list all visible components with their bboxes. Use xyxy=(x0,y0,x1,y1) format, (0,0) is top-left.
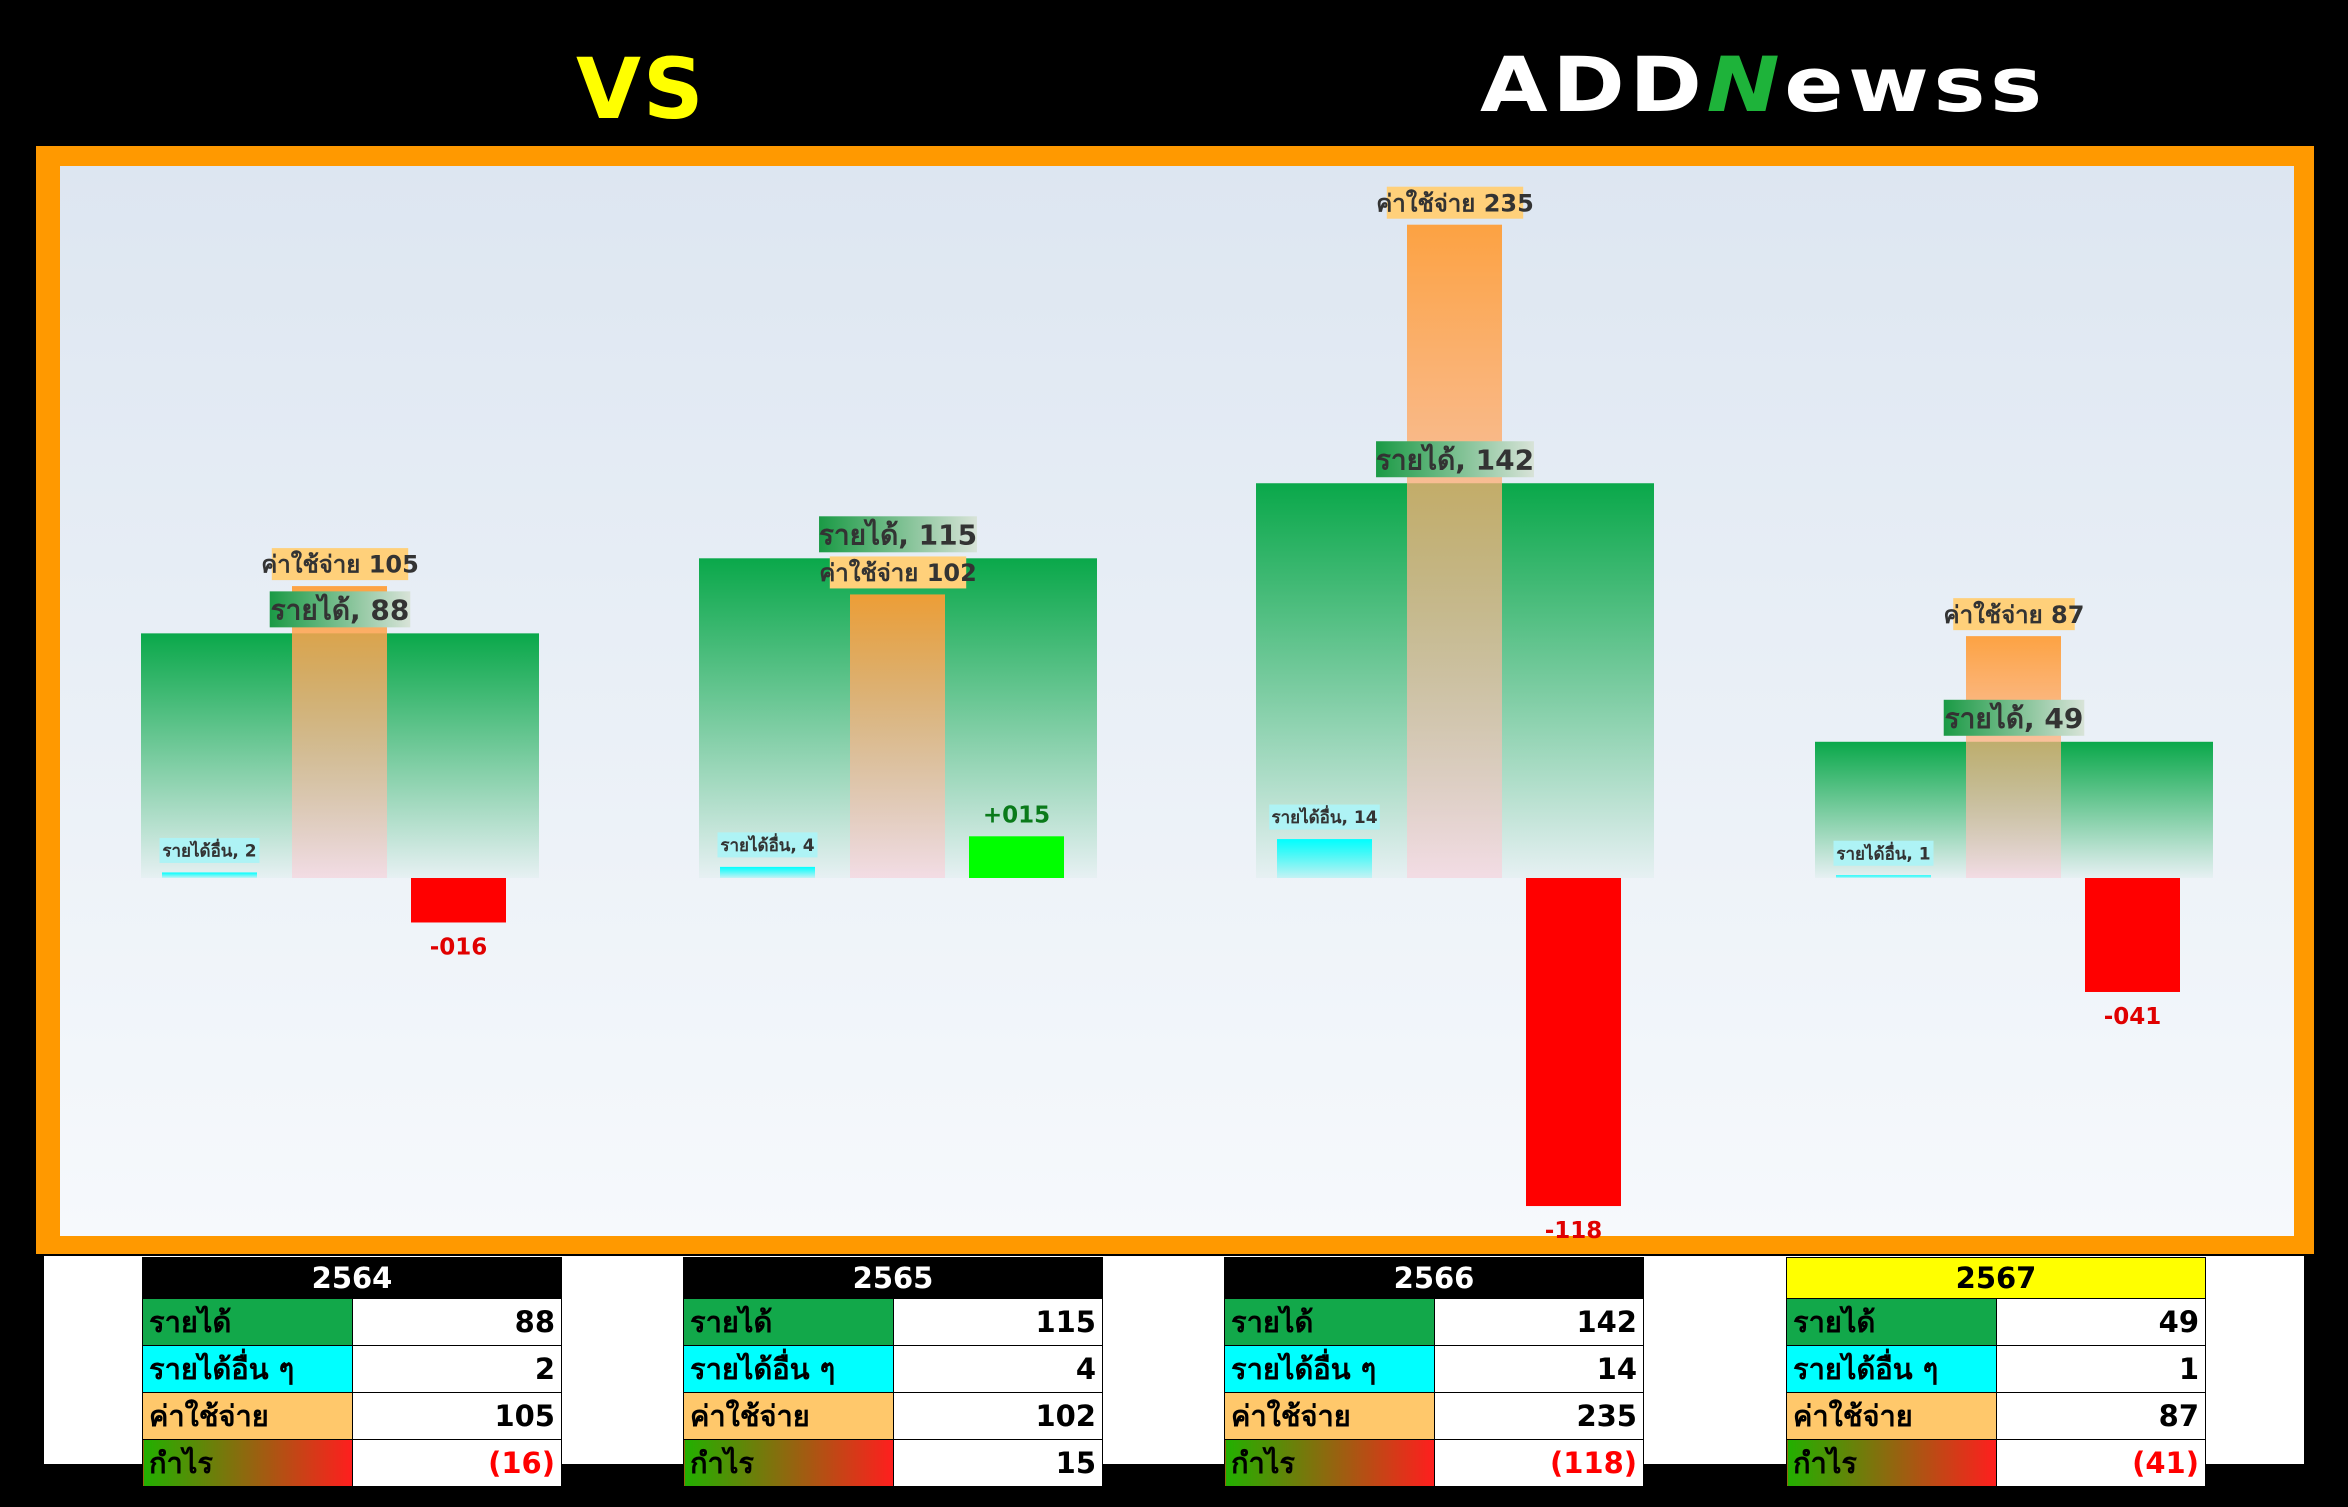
other-income-data-label: รายได้อื่น, 4 xyxy=(720,833,814,856)
expense-value: 235 xyxy=(1433,1392,1644,1440)
revenue-data-label: รายได้, 142 xyxy=(1376,443,1534,476)
revenue-data-label: รายได้, 49 xyxy=(1945,702,2084,735)
year-header: 2564 xyxy=(142,1257,562,1299)
expense-bar xyxy=(292,586,387,878)
other-income-bar xyxy=(720,866,815,878)
expense-data-label-bg xyxy=(271,548,409,581)
expense-data-label: ค่าใช้จ่าย 235 xyxy=(1376,188,1534,217)
profit-value: 15 xyxy=(892,1439,1103,1487)
expense-value: 105 xyxy=(351,1392,562,1440)
profit-value: (118) xyxy=(1433,1439,1644,1487)
revenue-data-label-bg xyxy=(1376,441,1534,478)
revenue-data-label-bg xyxy=(269,591,411,628)
year-table-2566: 2566 รายได้ 142 รายได้อื่น ๆ 14 ค่าใช้จ่าย… xyxy=(1224,1257,1644,1487)
expense-data-label: ค่าใช้จ่าย 87 xyxy=(1944,600,2085,629)
revenue-data-label-bg xyxy=(819,516,977,553)
other-income-value: 1 xyxy=(1995,1345,2206,1393)
profit-label: กำไร xyxy=(1786,1439,1997,1487)
revenue-label: รายได้ xyxy=(142,1298,353,1346)
expense-data-label: ค่าใช้จ่าย 105 xyxy=(261,550,419,579)
profit-data-label: -041 xyxy=(2104,1004,2162,1030)
profit-bar xyxy=(411,878,506,923)
profit-data-label: -118 xyxy=(1545,1218,1603,1244)
other-income-data-label-bg xyxy=(1833,840,1934,866)
revenue-value: 88 xyxy=(351,1298,562,1346)
other-income-label: รายได้อื่น ๆ xyxy=(142,1345,353,1393)
expense-label: ค่าใช้จ่าย xyxy=(683,1392,894,1440)
addnewss-logo: ADDNewss xyxy=(1480,40,2047,129)
profit-bar xyxy=(1526,878,1621,1207)
other-income-value: 2 xyxy=(351,1345,562,1393)
expense-value: 87 xyxy=(1995,1392,2206,1440)
revenue-label: รายได้ xyxy=(683,1298,894,1346)
revenue-value: 142 xyxy=(1433,1298,1644,1346)
revenue-data-label-bg xyxy=(1943,699,2085,736)
other-income-data-label-bg xyxy=(1269,804,1380,830)
expense-data-label-bg xyxy=(1386,186,1524,219)
other-income-data-label: รายได้อื่น, 14 xyxy=(1271,805,1377,828)
logo-text-ewss: ewss xyxy=(1784,40,2047,129)
other-income-data-label: รายได้อื่น, 2 xyxy=(162,839,256,862)
revenue-label: รายได้ xyxy=(1786,1298,1997,1346)
other-income-label: รายได้อื่น ๆ xyxy=(1224,1345,1435,1393)
year-header: 2566 xyxy=(1224,1257,1644,1299)
profit-value: (16) xyxy=(351,1439,562,1487)
expense-value: 102 xyxy=(892,1392,1103,1440)
profit-value: (41) xyxy=(1995,1439,2206,1487)
other-income-label: รายได้อื่น ๆ xyxy=(1786,1345,1997,1393)
year-header: 2567 xyxy=(1786,1257,2206,1299)
revenue-data-label: รายได้, 88 xyxy=(271,593,410,626)
profit-bar xyxy=(969,836,1064,878)
year-header: 2565 xyxy=(683,1257,1103,1299)
other-income-data-label: รายได้อื่น, 1 xyxy=(1836,841,1930,864)
expense-data-label-bg xyxy=(1953,598,2075,631)
revenue-label: รายได้ xyxy=(1224,1298,1435,1346)
logo-text-add: ADD xyxy=(1480,40,1707,129)
other-income-value: 4 xyxy=(892,1345,1103,1393)
other-income-bar xyxy=(1277,839,1372,878)
other-income-bar xyxy=(162,872,257,878)
expense-bar xyxy=(850,594,945,878)
expense-bar xyxy=(1966,636,2061,878)
expense-data-label: ค่าใช้จ่าย 102 xyxy=(819,558,977,587)
logo-text-n: N xyxy=(1706,40,1785,129)
profit-label: กำไร xyxy=(683,1439,894,1487)
profit-label: กำไร xyxy=(142,1439,353,1487)
expense-bar xyxy=(1407,224,1502,878)
other-income-bar xyxy=(1836,875,1931,878)
vs-title: VS xyxy=(576,40,706,138)
other-income-label: รายได้อื่น ๆ xyxy=(683,1345,894,1393)
profit-label: กำไร xyxy=(1224,1439,1435,1487)
financial-chart: -016 รายได้อื่น, 2 ค่าใช้จ่าย 105 รายได้, 8… xyxy=(141,186,2213,1244)
other-income-data-label-bg xyxy=(717,832,818,858)
profit-data-label: -016 xyxy=(430,934,488,960)
other-income-value: 14 xyxy=(1433,1345,1644,1393)
other-income-data-label-bg xyxy=(159,837,260,863)
revenue-value: 49 xyxy=(1995,1298,2206,1346)
profit-bar xyxy=(2085,878,2180,992)
profit-data-label: +015 xyxy=(983,802,1050,828)
revenue-value: 115 xyxy=(892,1298,1103,1346)
expense-label: ค่าใช้จ่าย xyxy=(142,1392,353,1440)
expense-data-label-bg xyxy=(829,556,967,589)
revenue-data-label: รายได้, 115 xyxy=(819,518,977,551)
expense-label: ค่าใช้จ่าย xyxy=(1224,1392,1435,1440)
expense-label: ค่าใช้จ่าย xyxy=(1786,1392,1997,1440)
